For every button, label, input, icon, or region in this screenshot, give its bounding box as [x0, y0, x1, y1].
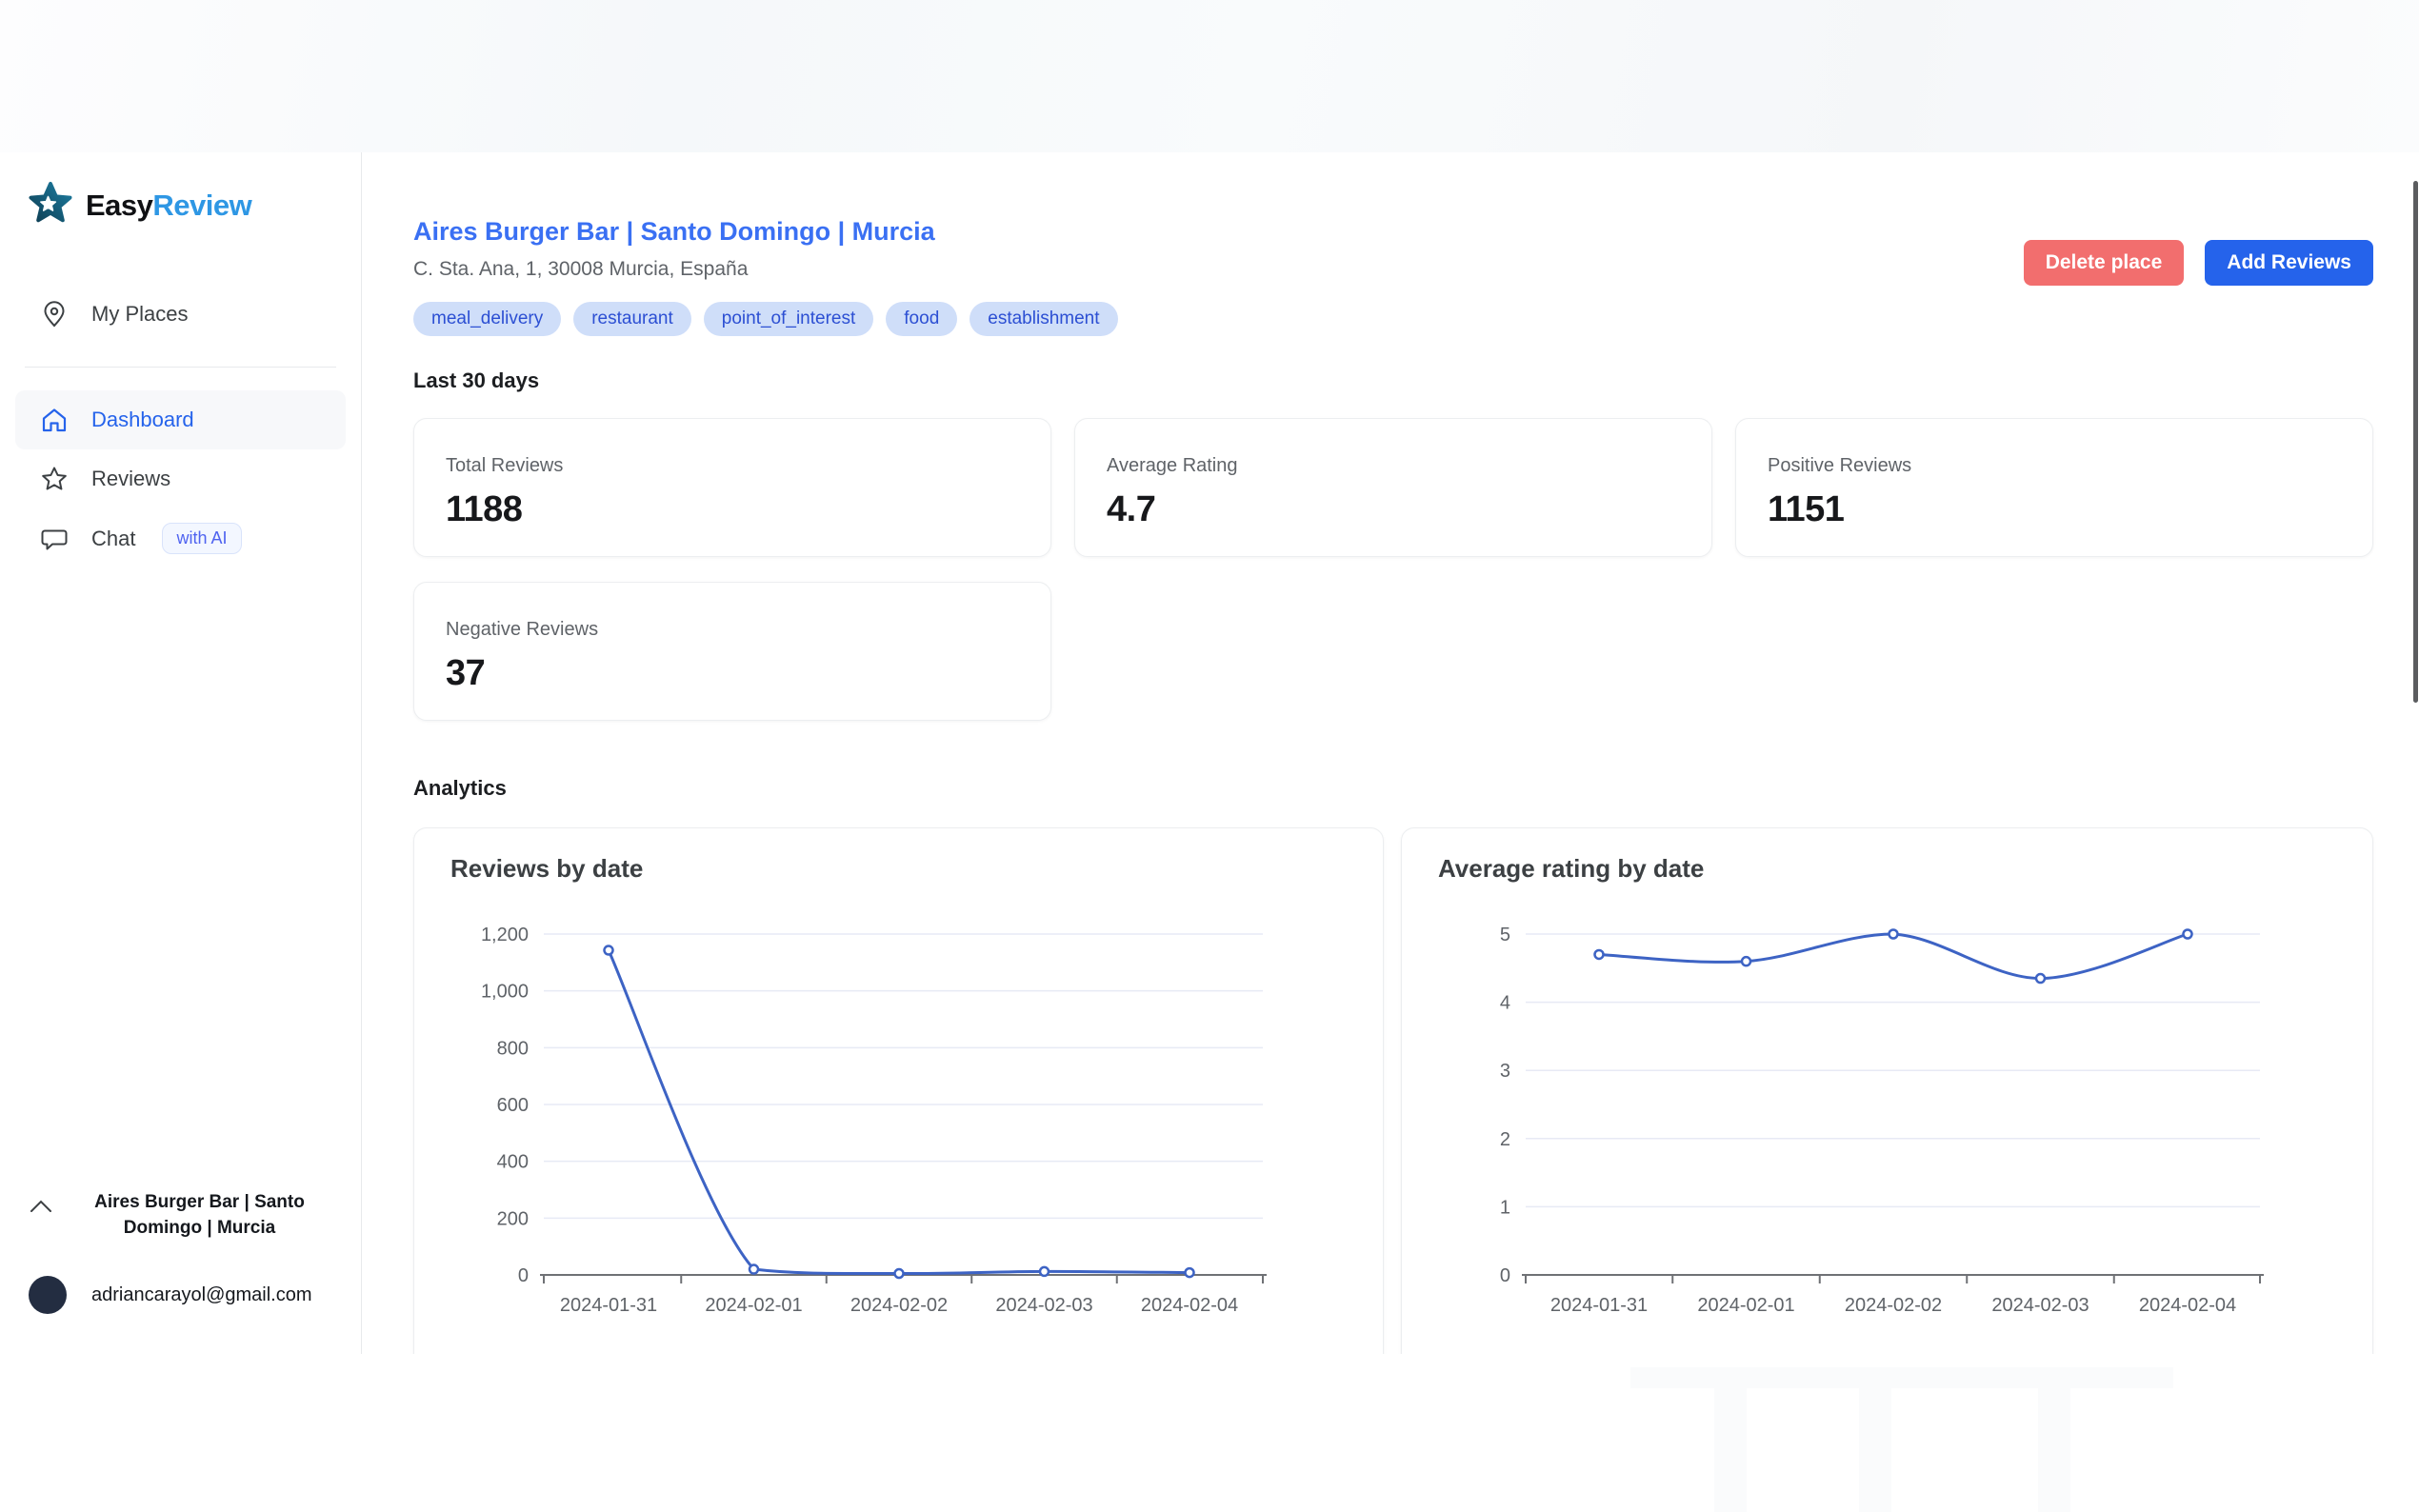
- svg-text:0: 0: [518, 1265, 529, 1286]
- chat-bubble-icon: [40, 524, 70, 554]
- analytics-heading: Analytics: [413, 776, 507, 800]
- account-email: adriancarayol@gmail.com: [91, 1283, 312, 1305]
- svg-text:200: 200: [497, 1208, 529, 1229]
- chart-title: Reviews by date: [450, 854, 644, 883]
- chart-title: Average rating by date: [1438, 854, 1705, 883]
- svg-text:2024-02-01: 2024-02-01: [1697, 1295, 1794, 1316]
- reviews-by-date-line-chart: 0 200 400 600 800 1,000 1,200 2024-01-31 2024-02…: [481, 925, 1267, 1316]
- sidebar-item-label: Chat: [91, 526, 136, 550]
- svg-text:400: 400: [497, 1152, 529, 1173]
- with-ai-badge: with AI: [162, 523, 242, 554]
- svg-text:2024-01-31: 2024-01-31: [1550, 1295, 1648, 1316]
- header-actions: Delete place Add Reviews: [2023, 240, 2373, 286]
- delete-place-button[interactable]: Delete place: [2023, 240, 2185, 286]
- app-window: EasyReview My Places Das: [0, 152, 2419, 1354]
- svg-text:2024-01-31: 2024-01-31: [560, 1295, 657, 1316]
- star-outline-icon: [40, 464, 70, 494]
- svg-text:3: 3: [1500, 1061, 1510, 1082]
- sidebar-account-section: Aires Burger Bar | Santo Domingo | Murci…: [0, 1189, 361, 1314]
- sidebar-item-dashboard[interactable]: Dashboard: [15, 390, 346, 449]
- avatar: [29, 1276, 67, 1314]
- stat-value: 1188: [446, 489, 523, 529]
- charts-row: Reviews by date 0 200 400 600 800 1,000 1,200 2…: [413, 827, 2373, 1354]
- svg-text:2024-02-04: 2024-02-04: [1141, 1295, 1238, 1316]
- sidebar-nav: My Places Dashboard Reviews: [0, 285, 361, 568]
- bottom-background-band: [0, 1354, 2419, 1512]
- sidebar-item-label: Reviews: [91, 467, 171, 490]
- svg-text:5: 5: [1500, 925, 1510, 945]
- svg-text:1: 1: [1500, 1197, 1510, 1218]
- stat-card-positive-reviews: Positive Reviews 1151: [1735, 418, 2373, 557]
- svg-text:1,000: 1,000: [481, 982, 529, 1003]
- stat-label: Negative Reviews: [446, 619, 599, 640]
- average-rating-by-date-line-chart: 0 1 2 3 4 5 2024-01-31 2024-02-01 2024-02-02 2024…: [1500, 925, 2264, 1316]
- stat-label: Average Rating: [1107, 455, 1238, 476]
- svg-text:2024-02-02: 2024-02-02: [850, 1295, 948, 1316]
- svg-text:1,200: 1,200: [481, 925, 529, 945]
- reviews-by-date-chart-card: Reviews by date 0 200 400 600 800 1,000 1,200 2…: [413, 827, 1384, 1354]
- account-user-row[interactable]: adriancarayol@gmail.com: [25, 1276, 336, 1314]
- stat-value: 37: [446, 653, 486, 693]
- stats-row-1: Total Reviews 1188 Average Rating 4.7 Po…: [413, 418, 2373, 557]
- svg-text:2024-02-04: 2024-02-04: [2139, 1295, 2236, 1316]
- svg-text:600: 600: [497, 1095, 529, 1116]
- stat-label: Total Reviews: [446, 455, 564, 476]
- svg-text:4: 4: [1500, 993, 1510, 1014]
- collapse-account-button[interactable]: [25, 1195, 57, 1221]
- svg-text:2: 2: [1500, 1129, 1510, 1150]
- svg-text:0: 0: [1500, 1265, 1510, 1286]
- stat-value: 1151: [1768, 489, 1845, 529]
- add-reviews-button[interactable]: Add Reviews: [2205, 240, 2373, 286]
- svg-text:800: 800: [497, 1038, 529, 1059]
- chevron-up-icon: [29, 1200, 53, 1217]
- selected-place-name[interactable]: Aires Burger Bar | Santo Domingo | Murci…: [94, 1191, 305, 1239]
- tag-pill: meal_delivery: [413, 302, 562, 336]
- sidebar-item-chat[interactable]: Chat with AI: [15, 508, 346, 568]
- brand-name: EasyReview: [86, 188, 252, 222]
- stat-card-total-reviews: Total Reviews 1188: [413, 418, 1051, 557]
- place-address: C. Sta. Ana, 1, 30008 Murcia, España: [413, 258, 749, 280]
- tag-pill: restaurant: [573, 302, 691, 336]
- tag-pill: point_of_interest: [703, 302, 874, 336]
- watermark-shape: [1859, 1388, 1891, 1512]
- sidebar-item-label: Dashboard: [91, 408, 194, 431]
- sidebar-item-reviews[interactable]: Reviews: [15, 449, 346, 508]
- watermark-shape: [1714, 1388, 1747, 1512]
- svg-text:2024-02-03: 2024-02-03: [995, 1295, 1092, 1316]
- sidebar: EasyReview My Places Das: [0, 152, 362, 1354]
- home-icon: [40, 405, 70, 435]
- place-tags: meal_delivery restaurant point_of_intere…: [413, 302, 1118, 336]
- svg-text:2024-02-02: 2024-02-02: [1845, 1295, 1942, 1316]
- stat-card-negative-reviews: Negative Reviews 37: [413, 582, 1051, 721]
- sidebar-divider: [25, 367, 336, 368]
- tag-pill: establishment: [970, 302, 1118, 336]
- map-pin-icon: [40, 299, 70, 329]
- stat-label: Positive Reviews: [1768, 455, 1912, 476]
- last-30-days-heading: Last 30 days: [413, 368, 540, 392]
- sidebar-item-my-places[interactable]: My Places: [15, 285, 346, 344]
- place-header: Aires Burger Bar | Santo Domingo | Murci…: [413, 217, 2373, 336]
- tag-pill: food: [886, 302, 958, 336]
- watermark-shape: [1859, 1367, 2173, 1388]
- sidebar-item-label: My Places: [91, 302, 189, 326]
- main-content: Aires Burger Bar | Santo Domingo | Murci…: [362, 152, 2419, 1354]
- stat-value: 4.7: [1107, 489, 1156, 529]
- top-background-band: [0, 0, 2419, 152]
- stats-row-2: Negative Reviews 37: [413, 582, 2373, 721]
- vertical-scrollbar[interactable]: [2413, 181, 2418, 703]
- svg-text:2024-02-03: 2024-02-03: [1991, 1295, 2089, 1316]
- place-title-link[interactable]: Aires Burger Bar | Santo Domingo | Murci…: [413, 217, 935, 246]
- star-logo-icon: [29, 181, 72, 229]
- brand-logo[interactable]: EasyReview: [0, 181, 361, 229]
- watermark-shape: [2038, 1388, 2070, 1512]
- svg-text:2024-02-01: 2024-02-01: [705, 1295, 802, 1316]
- average-rating-by-date-chart-card: Average rating by date 0 1 2 3 4 5 2024-01-31 2…: [1401, 827, 2373, 1354]
- stat-card-average-rating: Average Rating 4.7: [1074, 418, 1712, 557]
